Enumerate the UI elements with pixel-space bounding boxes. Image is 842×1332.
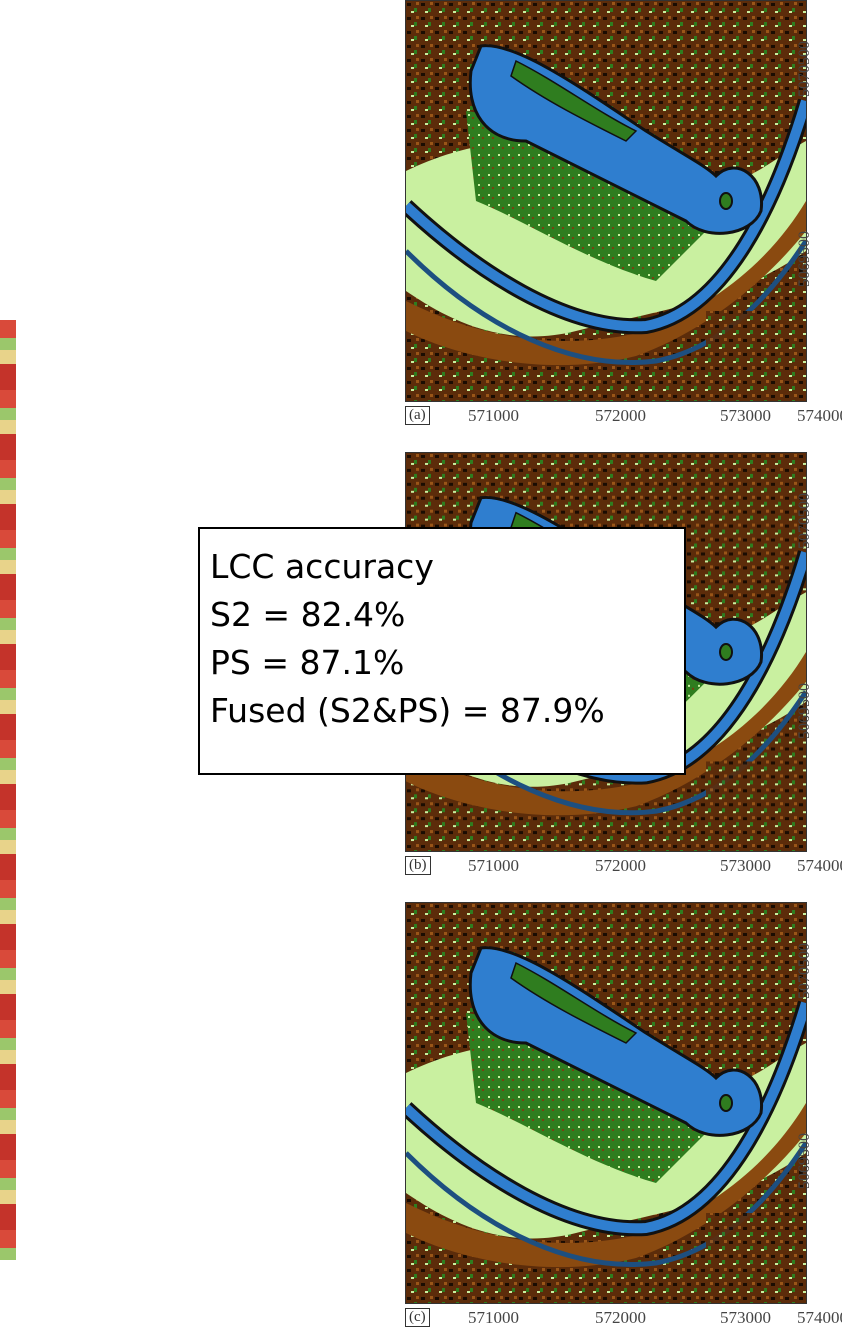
x-tick-label: 574000: [797, 1308, 842, 1328]
land-cover-layer: [406, 903, 806, 1303]
land-cover-layer: [406, 1, 806, 401]
x-tick-label: 573000: [720, 406, 771, 426]
x-tick-label: 574000: [797, 406, 842, 426]
x-tick-label: 572000: [595, 1308, 646, 1328]
x-tick-label: 574000: [797, 856, 842, 876]
page: (a) 571000 572000 573000 574000 5070500 506950…: [0, 0, 842, 1330]
x-tick-label: 572000: [595, 406, 646, 426]
annotation-box: LCC accuracy S2 = 82.4% PS = 87.1% Fused…: [198, 527, 686, 775]
annotation-line: S2 = 82.4%: [210, 591, 684, 639]
y-tick-label: 5069500: [796, 683, 814, 739]
map-panel: (c) 571000 572000 573000 574000 5070500 506950…: [405, 902, 842, 1332]
y-tick-label: 5070500: [796, 41, 814, 97]
x-tick-label: 573000: [720, 856, 771, 876]
cropped-figure-edge: [0, 320, 16, 1260]
x-tick-label: 571000: [468, 856, 519, 876]
annotation-line: PS = 87.1%: [210, 639, 684, 687]
panel-label: (a): [405, 406, 430, 425]
y-tick-label: 5069500: [796, 1133, 814, 1189]
panel-label: (c): [405, 1308, 430, 1327]
x-tick-label: 573000: [720, 1308, 771, 1328]
y-tick-label: 5070500: [796, 493, 814, 549]
map-image: [405, 0, 807, 402]
map-image: [405, 902, 807, 1304]
y-tick-label: 5070500: [796, 943, 814, 999]
x-tick-label: 572000: [595, 856, 646, 876]
panel-label: (b): [405, 856, 431, 875]
annotation-line: Fused (S2&PS) = 87.9%: [210, 687, 684, 735]
map-panel: (a) 571000 572000 573000 574000 5070500 506950…: [405, 0, 842, 430]
x-tick-label: 571000: [468, 1308, 519, 1328]
annotation-title: LCC accuracy: [210, 543, 684, 591]
y-tick-label: 5069500: [796, 231, 814, 287]
x-tick-label: 571000: [468, 406, 519, 426]
land-cover-map: [406, 903, 806, 1303]
land-cover-map: [406, 1, 806, 401]
